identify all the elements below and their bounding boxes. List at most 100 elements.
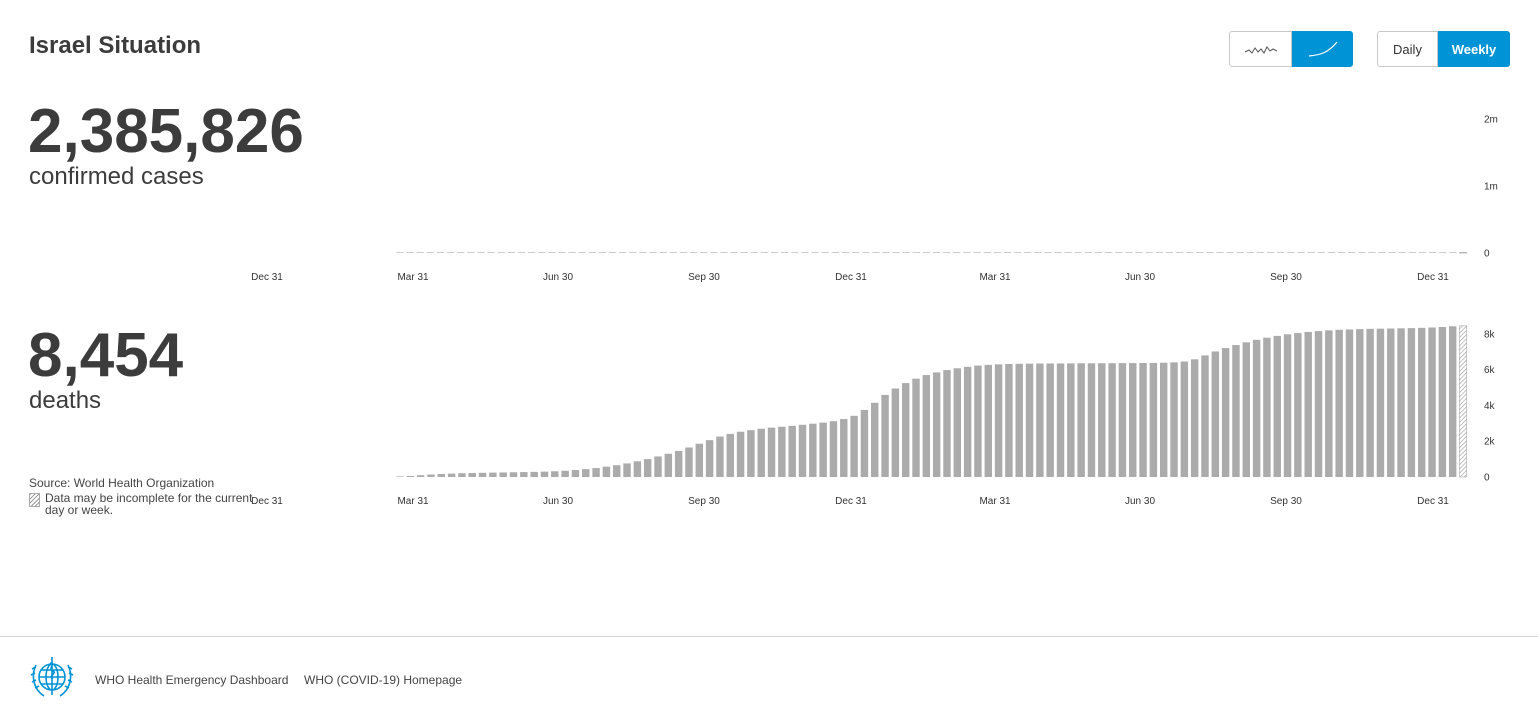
chart-bar[interactable]	[740, 252, 748, 253]
chart-bar[interactable]	[1084, 252, 1093, 253]
chart-bar[interactable]	[984, 364, 992, 477]
chart-bar[interactable]	[654, 456, 662, 477]
chart-bar[interactable]	[527, 252, 536, 253]
chart-bar[interactable]	[427, 474, 435, 478]
chart-bar[interactable]	[1345, 329, 1354, 477]
chart-bar[interactable]	[831, 252, 839, 253]
chart-bar[interactable]	[619, 252, 627, 253]
daily-button[interactable]: Daily	[1377, 31, 1438, 67]
chart-bar[interactable]	[1327, 252, 1336, 253]
chart-bar[interactable]	[1449, 252, 1457, 253]
chart-bar[interactable]	[850, 415, 858, 477]
chart-bar[interactable]	[798, 424, 807, 477]
chart-bar[interactable]	[1252, 339, 1261, 477]
chart-bar[interactable]	[530, 471, 538, 477]
chart-bar[interactable]	[1054, 252, 1062, 253]
chart-bar[interactable]	[437, 473, 445, 477]
chart-bar[interactable]	[781, 252, 789, 253]
chart-bar[interactable]	[1105, 252, 1113, 253]
chart-bar[interactable]	[1388, 252, 1396, 253]
chart-bar[interactable]	[1314, 331, 1323, 477]
chart-bar[interactable]	[1036, 363, 1044, 477]
chart-bar[interactable]	[1337, 252, 1346, 253]
chart-bar[interactable]	[633, 461, 642, 477]
chart-bar[interactable]	[1046, 363, 1054, 477]
chart-bar[interactable]	[1368, 252, 1376, 253]
chart-bar[interactable]	[1159, 362, 1168, 477]
chart-bar[interactable]	[649, 252, 657, 253]
chart-bar[interactable]	[571, 470, 580, 477]
chart-bar[interactable]	[882, 252, 890, 253]
chart-bar[interactable]	[1129, 363, 1137, 477]
chart-bar[interactable]	[963, 366, 972, 477]
chart-bar[interactable]	[1439, 252, 1447, 253]
chart-bar[interactable]	[705, 440, 714, 477]
chart-bar[interactable]	[860, 409, 869, 477]
chart-bar[interactable]	[467, 252, 475, 253]
chart-bar[interactable]	[1277, 252, 1285, 253]
chart-bar[interactable]	[1067, 363, 1075, 477]
chart-bar[interactable]	[788, 425, 796, 477]
chart-bar[interactable]	[720, 252, 728, 253]
chart-bar[interactable]	[747, 430, 755, 477]
chart-bar[interactable]	[602, 466, 611, 477]
footer-link-dashboard[interactable]: WHO Health Emergency Dashboard	[95, 673, 289, 687]
chart-bar[interactable]	[436, 252, 445, 253]
chart-bar[interactable]	[809, 423, 817, 477]
chart-bar[interactable]	[608, 252, 617, 253]
chart-bar[interactable]	[509, 472, 518, 477]
chart-bar[interactable]	[1149, 362, 1158, 477]
chart-bar[interactable]	[801, 252, 809, 253]
chart-bar[interactable]	[767, 427, 776, 477]
chart-bar[interactable]	[932, 372, 941, 477]
incomplete-bar[interactable]	[1458, 325, 1468, 478]
chart-bar[interactable]	[674, 450, 683, 477]
chart-bar[interactable]	[416, 252, 424, 253]
chart-bar[interactable]	[689, 252, 698, 253]
chart-bar[interactable]	[1115, 252, 1123, 253]
chart-bar[interactable]	[1428, 327, 1436, 478]
chart-bar[interactable]	[902, 252, 910, 253]
chart-bar[interactable]	[1013, 252, 1022, 253]
incomplete-bar[interactable]	[1459, 252, 1467, 254]
chart-bar[interactable]	[750, 252, 758, 253]
chart-bar[interactable]	[1180, 361, 1189, 477]
chart-bar[interactable]	[406, 475, 415, 477]
chart-bar[interactable]	[1366, 328, 1374, 477]
chart-bar[interactable]	[540, 471, 549, 477]
chart-bar[interactable]	[1044, 252, 1052, 253]
chart-bar[interactable]	[1397, 328, 1405, 477]
chart-bar[interactable]	[1407, 328, 1416, 477]
chart-bar[interactable]	[841, 252, 850, 253]
chart-bar[interactable]	[478, 472, 487, 477]
chart-bar[interactable]	[963, 252, 971, 253]
chart-bar[interactable]	[757, 428, 765, 477]
chart-bar[interactable]	[582, 469, 590, 477]
cumulative-trend-button[interactable]	[1292, 31, 1353, 67]
chart-bar[interactable]	[1216, 252, 1224, 253]
chart-bar[interactable]	[1025, 363, 1034, 477]
chart-bar[interactable]	[912, 378, 920, 477]
chart-bar[interactable]	[1307, 252, 1315, 253]
chart-bar[interactable]	[551, 471, 559, 477]
chart-bar[interactable]	[953, 368, 962, 477]
chart-bar[interactable]	[664, 453, 673, 477]
chart-bar[interactable]	[695, 443, 704, 477]
daily-trend-button[interactable]	[1229, 31, 1292, 67]
chart-bar[interactable]	[685, 447, 693, 477]
chart-bar[interactable]	[1186, 252, 1194, 253]
chart-bar[interactable]	[1108, 363, 1116, 477]
chart-bar[interactable]	[1139, 363, 1147, 477]
chart-bar[interactable]	[1335, 329, 1343, 477]
chart-bar[interactable]	[1287, 252, 1295, 253]
chart-bar[interactable]	[973, 252, 981, 253]
chart-bar[interactable]	[1118, 363, 1127, 477]
chart-bar[interactable]	[932, 252, 941, 253]
chart-bar[interactable]	[1246, 252, 1255, 253]
chart-bar[interactable]	[1325, 330, 1333, 477]
chart-bar[interactable]	[700, 252, 708, 253]
chart-bar[interactable]	[1283, 334, 1292, 477]
chart-bar[interactable]	[819, 422, 827, 477]
chart-bar[interactable]	[1024, 252, 1032, 253]
chart-bar[interactable]	[1376, 328, 1385, 477]
